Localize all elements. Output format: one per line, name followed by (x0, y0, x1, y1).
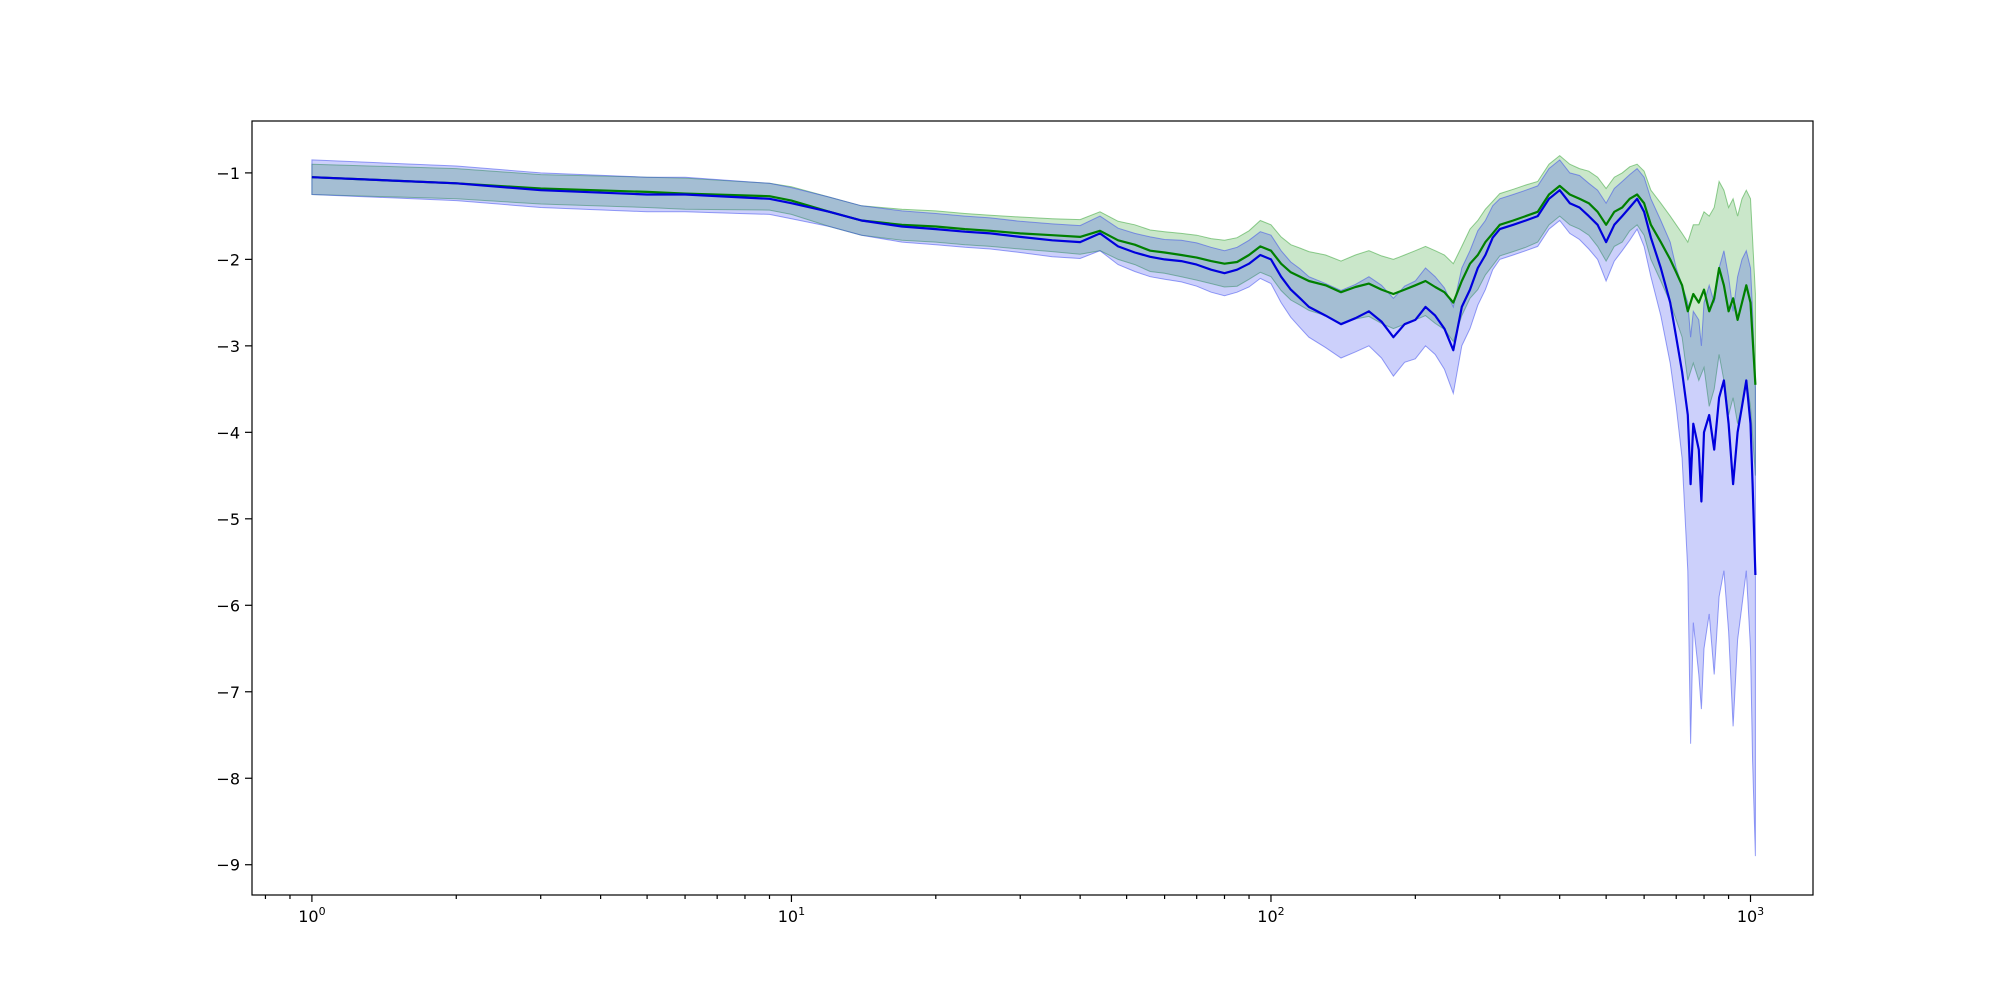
series-2-line (311, 176, 1757, 576)
x-axis: 100 101 102 103 (264, 895, 1764, 926)
series-layer (311, 154, 1757, 857)
x-tick-label: 102 (1257, 905, 1284, 926)
y-tick-label: −2 (216, 250, 240, 269)
y-tick-label: −6 (216, 596, 240, 615)
y-tick-label: −8 (216, 769, 240, 788)
y-tick-label: −5 (216, 510, 240, 529)
series-1-line (311, 176, 1757, 385)
y-tick-label: −9 (216, 856, 240, 875)
y-tick-label: −7 (216, 683, 240, 702)
x-tick-label: 103 (1737, 905, 1764, 926)
plot-area-frame (251, 120, 1814, 896)
series-2-band (311, 159, 1756, 857)
y-tick-label: −4 (216, 423, 240, 442)
x-tick-label: 101 (778, 905, 805, 926)
x-tick-label: 100 (298, 905, 325, 926)
y-tick-label: −1 (216, 164, 240, 183)
y-axis: −1 −2 −3 −4 −5 −6 −7 −8 −9 (216, 164, 252, 875)
y-tick-label: −3 (216, 337, 240, 356)
